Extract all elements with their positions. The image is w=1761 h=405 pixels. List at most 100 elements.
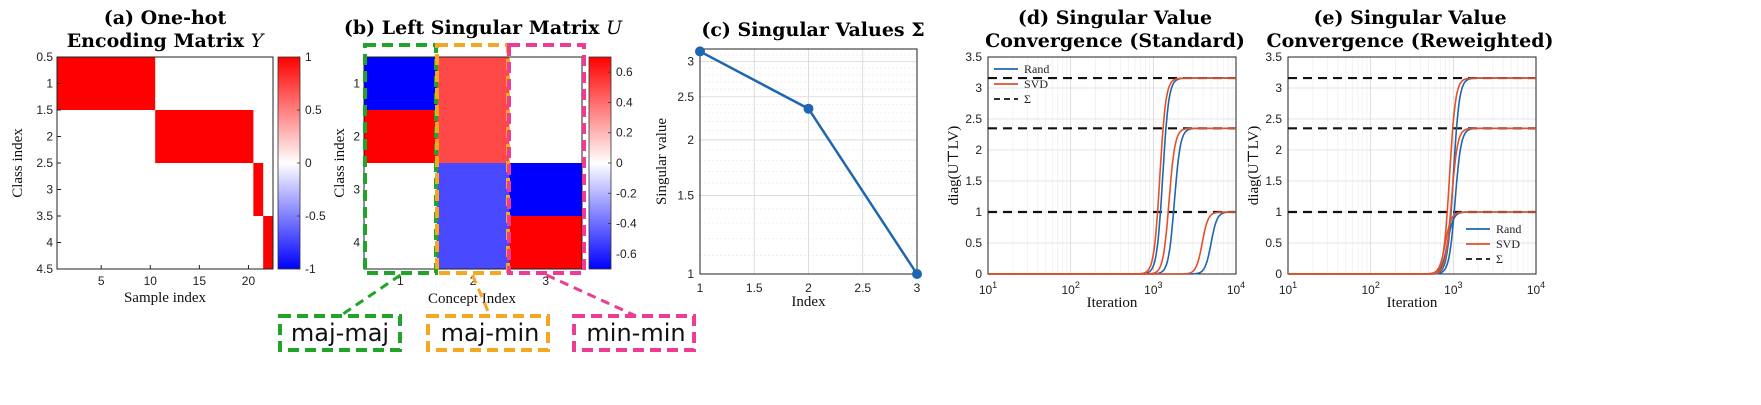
heatmap-cell [364, 57, 438, 111]
y-tick-label: 1.5 [1265, 174, 1282, 188]
chart-title-line-1: (a) One-hot [104, 7, 227, 29]
x-tick-label: 3 [914, 281, 921, 295]
chart-title-line-1: (e) Singular Value [1313, 7, 1506, 29]
heatmap-cell [436, 57, 510, 111]
chart-title-line-2: Convergence (Reweighted) [1267, 30, 1554, 52]
x-axis-label: Sample index [124, 290, 207, 306]
heatmap-cell [253, 163, 264, 216]
x-tick-label: 15 [193, 274, 207, 288]
callout-label: maj-maj [291, 319, 389, 347]
panel-c: (c) Singular Values Σ 1 1.5 2 2.5 3 1 1.5 2 2.5 3 I… [654, 19, 925, 310]
y-tick-label: 3 [353, 183, 360, 197]
callout-label: maj-min [441, 319, 540, 347]
callout-box [278, 314, 402, 352]
colorbar-tick-label: 0.2 [616, 126, 633, 140]
chart-title: (c) Singular Values Σ [701, 19, 924, 41]
plot-area [988, 57, 1236, 274]
legend-label: Rand [1024, 62, 1049, 76]
y-axis-label: diag(U⊤LV) [946, 126, 962, 205]
plot-area [1288, 57, 1536, 274]
y-tick-label: 3 [46, 183, 53, 197]
x-axis-label: Iteration [1387, 295, 1438, 311]
callout-label: min-min [586, 319, 685, 347]
y-tick-label: 4 [46, 236, 53, 250]
y-axis-label: Class index [332, 128, 348, 198]
x-tick-label: 1.5 [746, 281, 763, 295]
colorbar-tick-label: 0.5 [305, 103, 322, 117]
colorbar-tick-label: -0.6 [616, 247, 637, 261]
y-tick-label: 2.5 [1265, 112, 1282, 126]
heatmap-cell [436, 216, 510, 270]
colorbar-tick-label: 0.6 [616, 65, 633, 79]
y-tick-label: 1.5 [965, 174, 982, 188]
y-axis-label: Class index [10, 128, 26, 198]
colorbar-tick-label: 0 [305, 156, 312, 170]
x-axis-label: Index [791, 294, 826, 310]
x-tick-label: 1 [397, 274, 404, 288]
legend-label: SVD [1496, 237, 1520, 251]
colorbar-tick-label: -0.4 [616, 217, 637, 231]
panel-b: (b) Left Singular Matrix U 1 2 3 4 1 2 3 Concept… [278, 17, 696, 352]
callout-connector [471, 274, 492, 317]
y-tick-label: 1 [353, 77, 360, 91]
y-tick-label: 2 [975, 143, 982, 157]
y-tick-label: 2 [353, 130, 360, 144]
x-tick-label: 20 [242, 274, 256, 288]
y-tick-label: 3 [687, 54, 694, 68]
y-tick-label: 3.5 [1265, 50, 1282, 64]
heatmap-cell [155, 110, 254, 163]
y-tick-label: 4 [353, 236, 360, 250]
data-point [695, 46, 705, 57]
plot-frame [699, 48, 918, 275]
y-tick-label: 1 [46, 77, 53, 91]
heatmap-cell [436, 163, 510, 217]
colorbar-tick-label: 0.4 [616, 95, 633, 109]
y-tick-label: 1 [1275, 205, 1282, 219]
column-highlight-box [363, 43, 438, 275]
y-axis-label: diag(U⊤LV) [1246, 126, 1262, 205]
legend-label: SVD [1024, 77, 1048, 91]
x-tick-label: 102 [1361, 280, 1379, 297]
y-tick-label: 0.5 [36, 50, 53, 64]
y-tick-label: 3.5 [36, 209, 53, 223]
y-tick-label: 3 [1275, 81, 1282, 95]
colorbar-b [588, 56, 612, 270]
x-tick-label: 1 [697, 281, 704, 295]
callout-connector [545, 273, 637, 318]
chart-title-line-2: Encoding Matrix Y [67, 30, 266, 52]
x-tick-label: 2 [805, 281, 812, 295]
colorbar-tick-label: -1 [305, 262, 316, 276]
heatmap-cell [509, 57, 583, 111]
data-point [912, 269, 922, 279]
y-tick-label: 3.5 [965, 50, 982, 64]
column-highlight-box [507, 43, 586, 275]
y-tick-label: 4.5 [36, 262, 53, 276]
y-tick-label: 0.5 [965, 236, 982, 250]
colorbar-tick-label: -0.2 [616, 186, 637, 200]
y-axis-label: Singular value [654, 118, 670, 205]
legend-label: Σ [1024, 92, 1031, 106]
x-tick-label: 5 [98, 274, 105, 288]
x-tick-label: 101 [979, 280, 997, 297]
x-tick-label: 2 [470, 274, 477, 288]
x-tick-label: 102 [1061, 280, 1079, 297]
colorbar-tick-label: 0 [616, 156, 623, 170]
x-tick-label: 103 [1144, 280, 1162, 297]
chart-title: (b) Left Singular Matrix U [344, 17, 623, 39]
x-tick-label: 104 [1227, 280, 1245, 297]
series-curve-svd [1288, 211, 1536, 275]
heatmap-cell [364, 110, 438, 164]
y-tick-label: 2 [46, 130, 53, 144]
heatmap-cell [509, 216, 583, 270]
column-highlight-box [435, 43, 510, 275]
y-tick-label: 1 [687, 267, 694, 281]
y-tick-label: 1.5 [36, 103, 53, 117]
x-tick-label: 101 [1279, 280, 1297, 297]
heatmap-cell [436, 110, 510, 164]
series-curve-svd [988, 211, 1236, 275]
x-tick-label: 2.5 [854, 281, 871, 295]
heatmap-cell [364, 163, 438, 217]
